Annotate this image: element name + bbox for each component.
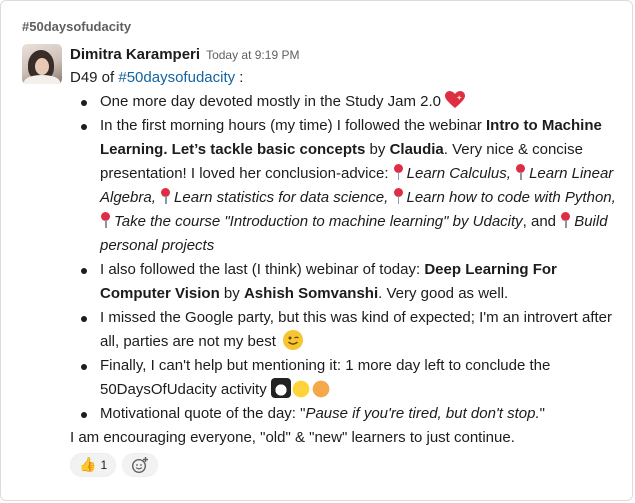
presenter-name: Claudia: [390, 141, 444, 158]
winking-face-icon: [283, 330, 303, 350]
round-pushpin-icon: [560, 212, 571, 228]
bullet-text: I missed the Google party, but this was …: [100, 309, 612, 350]
list-item: I missed the Google party, but this was …: [100, 306, 625, 354]
advice-item: Take the course "Introduction to machine…: [114, 213, 523, 230]
message-header: Dimitra Karamperi Today at 9:19 PM: [70, 44, 625, 66]
author-name[interactable]: Dimitra Karamperi: [70, 46, 200, 63]
advice-item: Learn statistics for data science,: [174, 189, 388, 206]
bullet-text: by: [220, 285, 244, 302]
bullet-text: ": [540, 405, 545, 422]
bullet-text: , and: [523, 213, 561, 230]
round-pushpin-icon: [160, 188, 171, 204]
presenter-name: Ashish Somvanshi: [244, 285, 378, 302]
bullet-text: I also followed the last (I think) webin…: [100, 261, 424, 278]
intro-suffix: :: [235, 69, 243, 86]
list-item: Motivational quote of the day: "Pause if…: [100, 402, 625, 426]
bullet-text: Motivational quote of the day: ": [100, 405, 305, 422]
message-body: Dimitra Karamperi Today at 9:19 PM D49 of…: [70, 44, 625, 450]
list-item: I also followed the last (I think) webin…: [100, 258, 625, 306]
list-item: One more day devoted mostly in the Study…: [100, 90, 625, 114]
penguin-icon: [271, 378, 291, 398]
timestamp[interactable]: Today at 9:19 PM: [206, 48, 299, 62]
bullet-text: One more day devoted mostly in the Study…: [100, 93, 441, 110]
thumbs-up-reaction[interactable]: 👍 1: [70, 453, 116, 477]
bullet-text: by: [365, 141, 389, 158]
list-item: In the first morning hours (my time) I f…: [100, 114, 625, 258]
advice-item: Learn Calculus,: [407, 165, 511, 182]
intro-prefix: D49 of: [70, 69, 118, 86]
pikachu-icon: [291, 378, 311, 398]
advice-item: Learn how to code with Python,: [407, 189, 616, 206]
add-reaction-icon: [131, 456, 149, 474]
round-pushpin-icon: [515, 164, 526, 180]
bullet-text: In the first morning hours (my time) I f…: [100, 117, 486, 134]
channel-name[interactable]: #50daysofudacity: [22, 19, 131, 34]
list-item: Finally, I can't help but mentioning it:…: [100, 354, 625, 402]
bullet-text: . Very good as well.: [378, 285, 508, 302]
round-pushpin-icon: [393, 188, 404, 204]
thumbs-up-icon: 👍: [79, 457, 96, 473]
closing-line: I am encouraging everyone, "old" & "new"…: [70, 426, 625, 450]
quote-text: Pause if you're tired, but don't stop.: [305, 405, 539, 422]
avatar[interactable]: [22, 44, 62, 84]
intro-line: D49 of #50daysofudacity :: [70, 66, 625, 90]
round-pushpin-icon: [100, 212, 111, 228]
reaction-bar: 👍 1: [70, 453, 158, 477]
round-pushpin-icon: [393, 164, 404, 180]
bullet-list: One more day devoted mostly in the Study…: [70, 90, 625, 426]
dog-icon: [311, 378, 331, 398]
sparkling-heart-icon: [445, 91, 465, 109]
reaction-count: 1: [100, 458, 107, 472]
hashtag-link[interactable]: #50daysofudacity: [118, 69, 235, 86]
add-reaction-button[interactable]: [122, 453, 158, 477]
